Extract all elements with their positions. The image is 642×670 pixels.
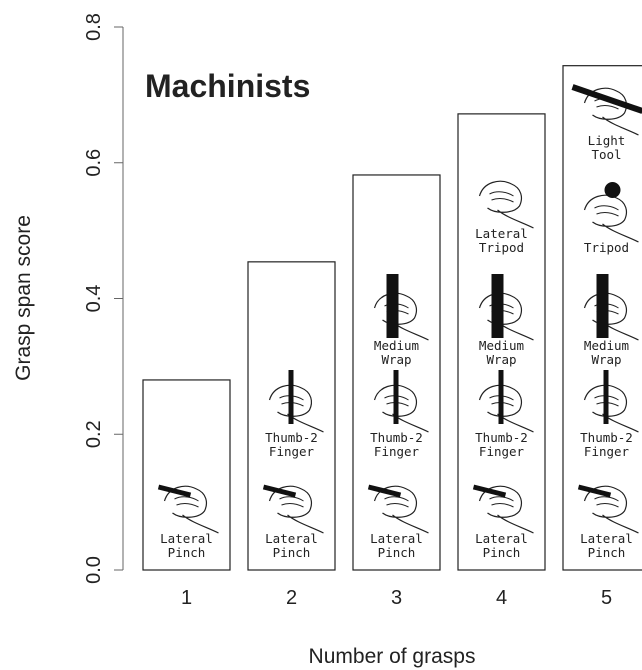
tool <box>571 84 642 114</box>
x-axis-label: Number of grasps <box>309 645 476 668</box>
grasp-label: Pinch <box>168 545 206 560</box>
grasp-label: Pinch <box>378 545 416 560</box>
grasp-label: Pinch <box>588 545 626 560</box>
grasp-label: Thumb-2 <box>370 430 423 445</box>
tool <box>596 274 609 338</box>
grasp-label: Finger <box>374 444 420 459</box>
grasp-icon <box>472 484 534 534</box>
y-tick-label: 0.2 <box>83 420 105 448</box>
grasp-icon <box>583 182 639 243</box>
grasp-label: Lateral <box>160 531 213 546</box>
plot: 0.00.20.40.60.81LateralPinch2LateralPinc… <box>83 13 642 609</box>
x-tick-label: 2 <box>286 587 297 609</box>
tool <box>577 484 612 498</box>
grasp-icon <box>367 484 429 534</box>
grasp-label: Medium <box>584 338 629 353</box>
y-tick-label: 0.0 <box>83 556 105 584</box>
finger-lines <box>594 496 619 508</box>
tool <box>603 370 609 424</box>
y-tick-label: 0.8 <box>83 13 105 41</box>
annotation: Machinists <box>145 68 310 104</box>
x-tick-label: 3 <box>391 587 402 609</box>
tool <box>393 370 399 424</box>
finger-lines <box>489 496 514 508</box>
grasp-icon <box>478 180 534 229</box>
y-tick-label: 0.6 <box>83 149 105 177</box>
grasp-label: Wrap <box>486 352 516 367</box>
y-axis-label: Grasp span score <box>12 215 35 381</box>
grasp-label: Lateral <box>475 226 528 241</box>
grasp-label: Thumb-2 <box>475 430 528 445</box>
grasp-label: Wrap <box>381 352 411 367</box>
grasp-label: Tool <box>591 147 621 162</box>
y-tick-label: 0.4 <box>83 285 105 313</box>
grasp-icon <box>571 84 642 136</box>
tool <box>604 182 621 198</box>
grasp-icon <box>478 274 534 341</box>
grasp-icon <box>373 370 429 433</box>
tool <box>157 484 192 498</box>
grasp-icon <box>583 274 639 341</box>
x-tick-label: 5 <box>601 587 612 609</box>
finger-lines <box>594 205 619 217</box>
grasp-icon <box>268 370 324 433</box>
grasp-label: Lateral <box>370 531 423 546</box>
grasp-label: Wrap <box>591 352 621 367</box>
grasp-label: Finger <box>584 444 630 459</box>
grasp-label: Pinch <box>483 545 521 560</box>
grasp-label: Medium <box>479 338 524 353</box>
x-tick-label: 1 <box>181 587 192 609</box>
tool <box>386 274 399 338</box>
x-tick-label: 4 <box>496 587 507 609</box>
tool <box>288 370 294 424</box>
grasp-label: Lateral <box>580 531 633 546</box>
grasp-icon <box>373 274 429 341</box>
grasp-icon <box>583 370 639 433</box>
grasp-label: Finger <box>269 444 315 459</box>
tool <box>262 484 297 498</box>
grasp-label: Thumb-2 <box>580 430 633 445</box>
tool <box>472 484 507 498</box>
grasp: Tripod <box>584 182 639 255</box>
grasp-icon <box>577 484 639 534</box>
bar <box>142 379 231 571</box>
grasp-label: Lateral <box>475 531 528 546</box>
tool <box>498 370 504 424</box>
grasp-icon <box>478 370 534 433</box>
grasp-label: Tripod <box>584 240 629 255</box>
grasp-label: Pinch <box>273 545 311 560</box>
grasp-label: Thumb-2 <box>265 430 318 445</box>
finger-lines <box>384 496 409 508</box>
finger-lines <box>489 191 514 203</box>
grasp-label: Light <box>588 133 626 148</box>
tool <box>367 484 402 498</box>
tool <box>491 274 504 338</box>
grasp-label: Medium <box>374 338 419 353</box>
grasp-label: Tripod <box>479 240 524 255</box>
finger-lines <box>279 496 304 508</box>
finger-lines <box>174 496 199 508</box>
grasp-icon <box>262 484 324 534</box>
grasp-icon <box>157 484 219 534</box>
grasp-label: Finger <box>479 444 525 459</box>
grasp-label: Lateral <box>265 531 318 546</box>
